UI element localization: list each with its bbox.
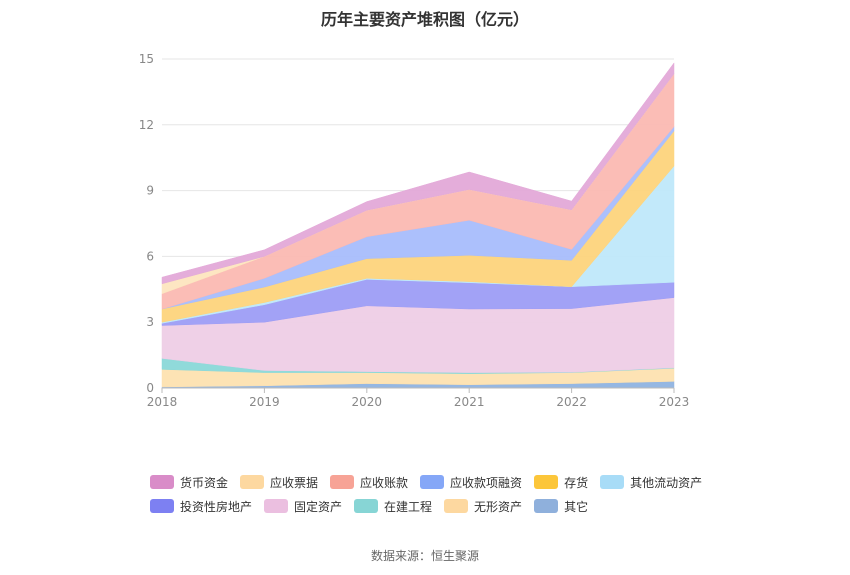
legend-swatch <box>264 499 289 513</box>
y-tick-label: 9 <box>146 184 154 198</box>
legend-swatch <box>150 499 174 513</box>
legend-label: 应收款项融资 <box>450 475 523 490</box>
legend-row: 货币资金 应收票据 应收账款 应收款项融资 存货 其他流动资产 <box>150 470 750 494</box>
legend-swatch <box>534 475 559 489</box>
legend-label: 其他流动资产 <box>630 475 703 490</box>
x-tick-label: 2021 <box>454 395 485 409</box>
legend-swatch <box>240 475 265 489</box>
x-tick-label: 2019 <box>249 395 280 409</box>
legend-label: 投资性房地产 <box>180 499 253 514</box>
legend: 货币资金 应收票据 应收账款 应收款项融资 存货 其他流动资产投资性房地产 固定资产 在建工程… <box>150 470 750 518</box>
legend-swatch <box>444 499 469 513</box>
area-series <box>161 62 675 389</box>
legend-item[interactable]: 无形资产 <box>444 498 522 515</box>
legend-label: 无形资产 <box>474 499 523 514</box>
legend-label: 在建工程 <box>384 499 433 514</box>
legend-label: 应收账款 <box>360 475 409 490</box>
y-tick-label: 3 <box>146 315 154 329</box>
legend-label: 存货 <box>564 475 589 490</box>
y-tick-label: 15 <box>139 52 154 66</box>
legend-label: 货币资金 <box>180 475 229 490</box>
legend-swatch <box>600 475 625 489</box>
legend-item[interactable]: 应收账款 <box>330 474 408 491</box>
legend-item[interactable]: 货币资金 <box>150 474 228 491</box>
legend-label: 固定资产 <box>294 499 343 514</box>
data-source: 数据来源：恒生聚源 <box>370 549 479 563</box>
y-tick-label: 12 <box>139 118 154 132</box>
x-tick-label: 2020 <box>352 395 383 409</box>
legend-label: 其它 <box>564 499 589 514</box>
chart-title: 历年主要资产堆积图（亿元） <box>320 10 529 29</box>
legend-swatch <box>150 475 174 489</box>
x-tick-label: 2023 <box>659 395 690 409</box>
legend-item[interactable]: 应收款项融资 <box>420 474 522 491</box>
legend-swatch <box>534 499 559 513</box>
legend-item[interactable]: 应收票据 <box>240 474 318 491</box>
legend-row: 投资性房地产 固定资产 在建工程 无形资产 其它 <box>150 494 750 518</box>
legend-item[interactable]: 固定资产 <box>264 498 342 515</box>
legend-swatch <box>354 499 379 513</box>
legend-swatch <box>420 475 445 489</box>
y-tick-label: 6 <box>146 249 154 263</box>
x-tick-label: 2018 <box>147 395 178 409</box>
legend-item[interactable]: 存货 <box>534 474 588 491</box>
y-tick-label: 0 <box>146 381 154 395</box>
legend-item[interactable]: 投资性房地产 <box>150 498 252 515</box>
legend-label: 应收票据 <box>270 475 319 490</box>
legend-item[interactable]: 其他流动资产 <box>600 474 702 491</box>
legend-swatch <box>330 475 355 489</box>
axes: 0 3 6 9 12 15 2018 2019 2020 2021 2022 2023 <box>139 52 690 409</box>
x-tick-label: 2022 <box>556 395 587 409</box>
legend-item[interactable]: 其它 <box>534 498 588 515</box>
legend-item[interactable]: 在建工程 <box>354 498 432 515</box>
area-series-10[interactable] <box>161 62 675 285</box>
